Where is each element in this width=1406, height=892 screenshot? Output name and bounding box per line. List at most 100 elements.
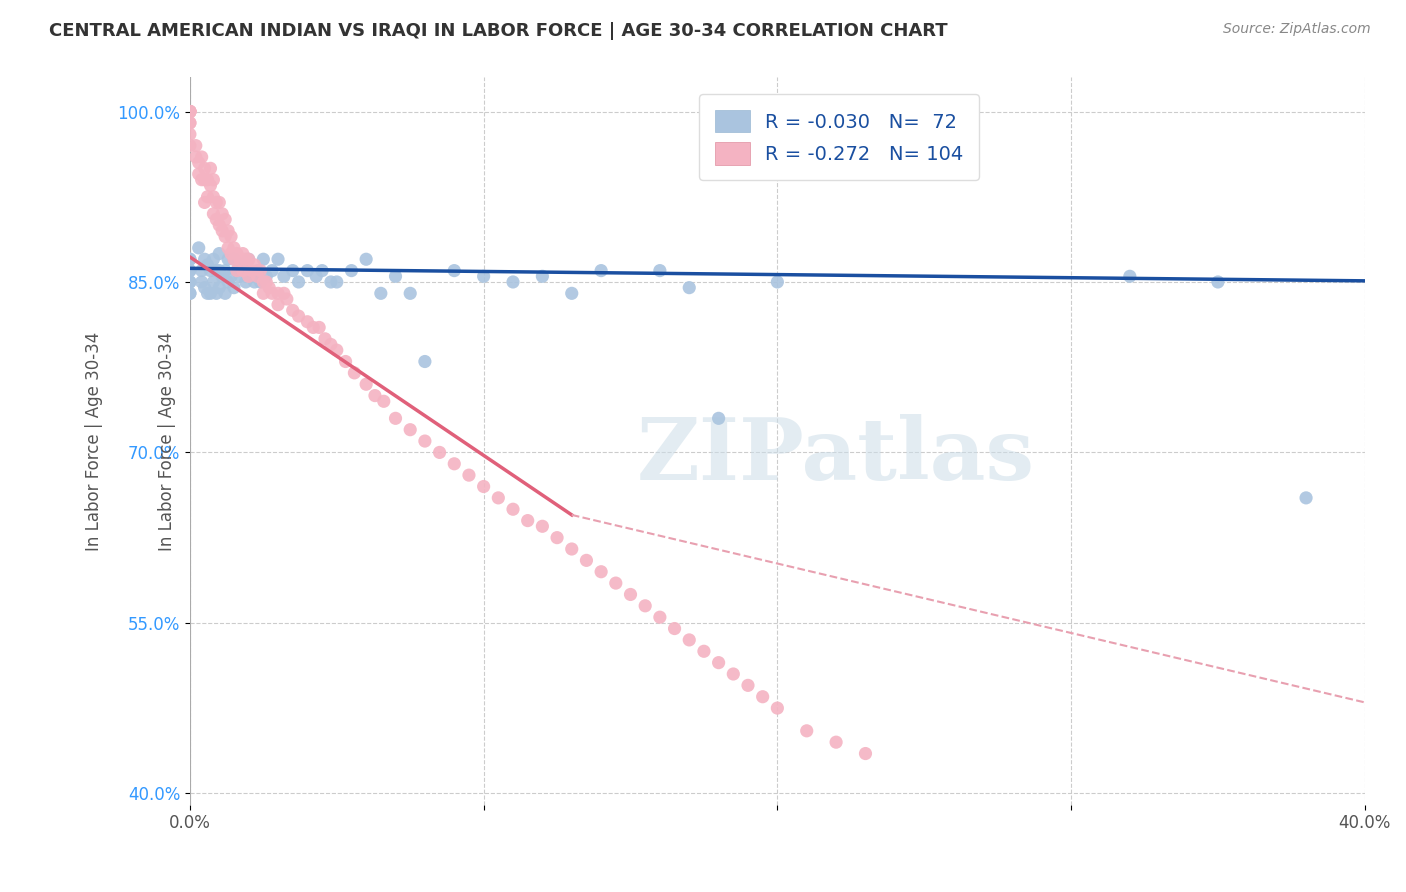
Point [486,491,509,505]
Point [273,269,295,284]
Point [276,292,298,306]
Point [232,246,254,260]
Point [179,252,201,267]
Point [179,286,201,301]
Point [311,263,333,277]
Point [179,138,201,153]
Y-axis label: In Labor Force | Age 30-34: In Labor Force | Age 30-34 [86,332,103,550]
Point [217,224,239,238]
Point [194,161,217,176]
Point [413,354,436,368]
Legend: R = -0.030   N=  72, R = -0.272   N= 104: R = -0.030 N= 72, R = -0.272 N= 104 [699,95,979,180]
Point [257,280,280,294]
Point [664,622,686,636]
Point [723,667,745,681]
Point [249,275,271,289]
Point [202,252,225,267]
Point [225,263,247,277]
Y-axis label: In Labor Force | Age 30-34: In Labor Force | Age 30-34 [157,332,176,550]
Point [179,116,201,130]
Point [335,354,357,368]
Point [399,286,422,301]
Point [243,258,266,272]
Point [267,286,290,301]
Point [305,269,328,284]
Point [678,632,700,647]
Point [373,394,395,409]
Point [205,195,228,210]
Point [235,275,257,289]
Point [766,275,789,289]
Point [200,178,222,193]
Point [190,275,212,289]
Point [179,252,201,267]
Point [232,258,254,272]
Point [281,263,304,277]
Point [796,723,818,738]
Point [326,343,349,358]
Point [531,519,554,533]
Point [575,553,598,567]
Point [217,241,239,255]
Point [472,269,495,284]
Point [208,280,231,294]
Point [252,286,274,301]
Text: CENTRAL AMERICAN INDIAN VS IRAQI IN LABOR FORCE | AGE 30-34 CORRELATION CHART: CENTRAL AMERICAN INDIAN VS IRAQI IN LABO… [49,22,948,40]
Point [364,389,387,403]
Point [222,252,245,267]
Point [443,457,465,471]
Point [194,252,217,267]
Point [238,252,260,267]
Point [302,320,325,334]
Point [693,644,716,658]
Point [179,104,201,119]
Point [238,269,260,284]
Point [384,411,406,425]
Point [707,656,730,670]
Point [443,263,465,277]
Point [238,252,260,267]
Point [219,269,242,284]
Point [202,190,225,204]
Point [591,263,613,277]
Point [217,252,239,267]
Point [340,263,363,277]
Point [190,263,212,277]
Point [246,269,269,284]
Point [202,275,225,289]
Point [308,320,330,334]
Point [179,104,201,119]
Point [179,263,201,277]
Point [214,263,236,277]
Point [214,286,236,301]
Point [194,280,217,294]
Point [179,104,201,119]
Point [187,155,209,169]
Point [319,337,342,351]
Point [229,252,252,267]
Point [197,258,219,272]
Point [217,275,239,289]
Point [222,280,245,294]
Point [634,599,657,613]
Point [179,104,201,119]
Point [219,229,242,244]
Point [179,116,201,130]
Point [197,286,219,301]
Point [187,167,209,181]
Point [502,502,524,516]
Point [211,207,233,221]
Point [273,286,295,301]
Point [343,366,366,380]
Text: Source: ZipAtlas.com: Source: ZipAtlas.com [1223,22,1371,37]
Point [619,587,641,601]
Point [208,246,231,260]
Point [591,565,613,579]
Point [197,172,219,186]
Point [243,275,266,289]
Point [252,252,274,267]
Point [252,275,274,289]
Point [179,104,201,119]
Point [751,690,773,704]
Point [561,541,583,556]
